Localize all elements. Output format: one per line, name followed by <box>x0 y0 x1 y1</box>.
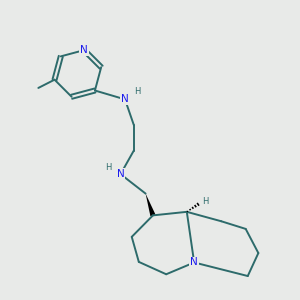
Text: N: N <box>117 169 124 179</box>
Text: H: H <box>105 163 111 172</box>
Text: N: N <box>190 257 198 268</box>
Text: H: H <box>202 197 208 206</box>
Text: N: N <box>121 94 129 104</box>
Polygon shape <box>146 194 155 216</box>
Text: N: N <box>80 45 88 55</box>
Text: H: H <box>134 87 140 96</box>
